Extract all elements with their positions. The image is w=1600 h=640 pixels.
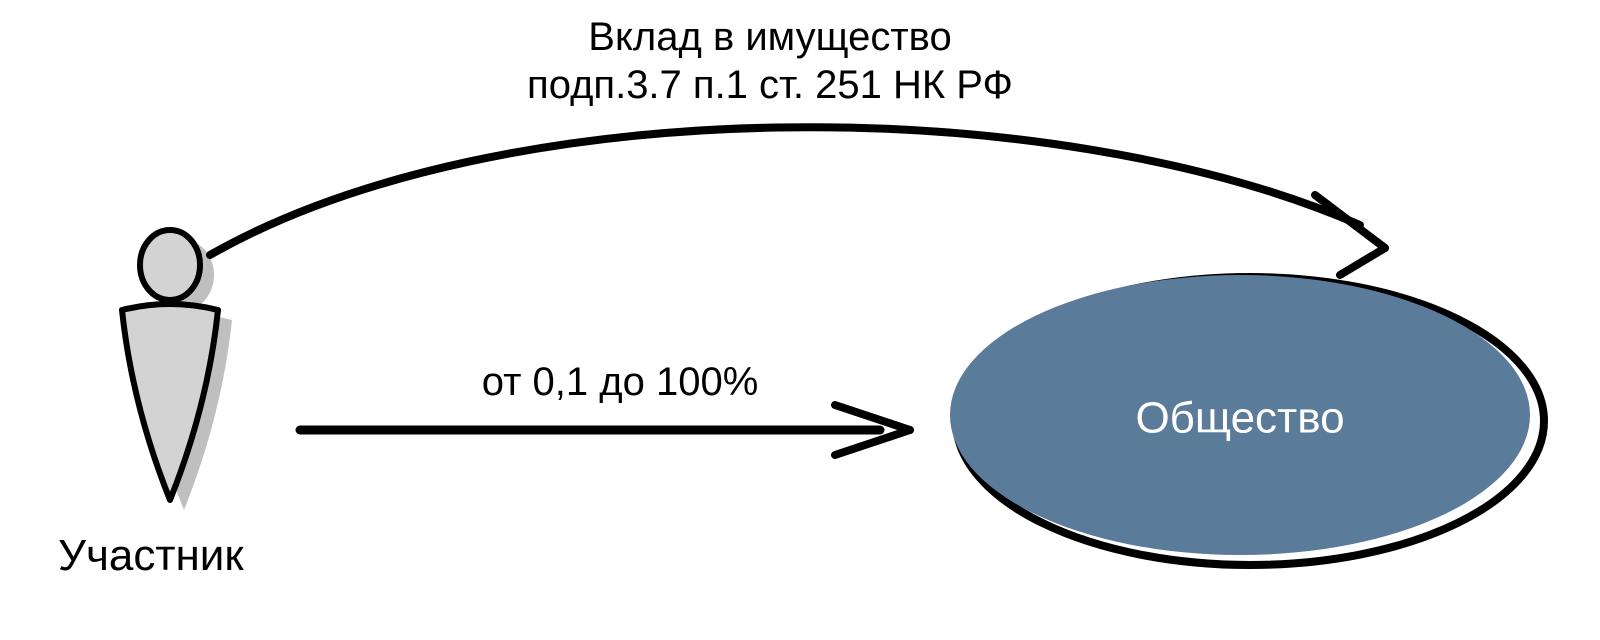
edge-top-curve xyxy=(210,127,1360,255)
company-label: Общество xyxy=(1135,394,1344,443)
arrowhead-top xyxy=(1315,195,1385,275)
diagram-canvas: Вклад в имущество подп.3.7 п.1 ст. 251 Н… xyxy=(0,0,1600,640)
title-line1: Вклад в имущество xyxy=(588,15,951,59)
edge-bottom-label: от 0,1 до 100% xyxy=(482,360,759,404)
participant-label: Участник xyxy=(58,531,244,580)
title-line2: подп.3.7 п.1 ст. 251 НК РФ xyxy=(527,63,1013,107)
